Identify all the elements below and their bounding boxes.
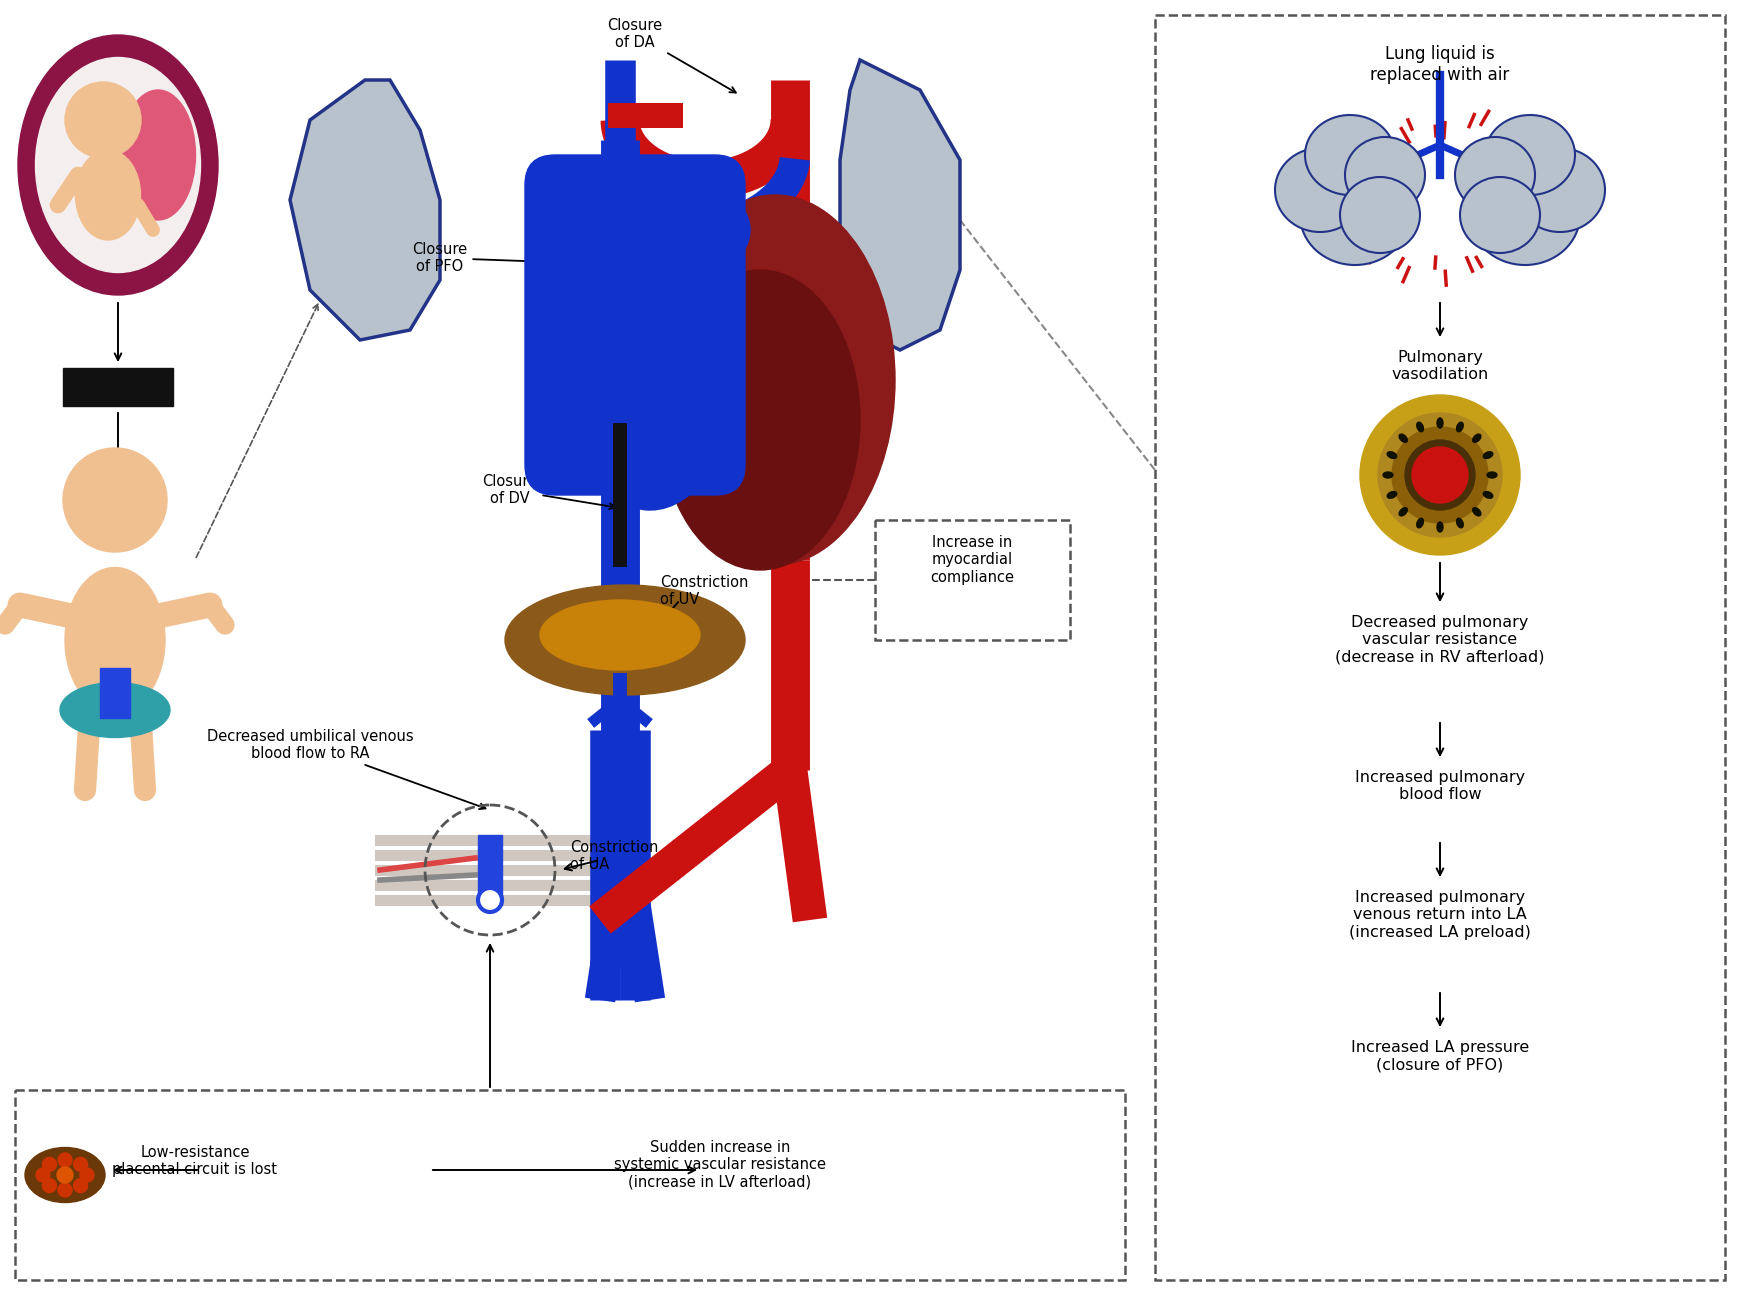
Ellipse shape [1515,148,1603,232]
Ellipse shape [1456,518,1462,527]
Ellipse shape [1459,178,1539,253]
Ellipse shape [1471,434,1480,442]
Ellipse shape [504,584,744,695]
Ellipse shape [1383,472,1393,478]
Ellipse shape [1416,422,1423,432]
Circle shape [1403,441,1475,511]
Circle shape [63,448,167,552]
Circle shape [73,1157,87,1172]
Circle shape [37,1168,50,1182]
Ellipse shape [539,600,699,670]
Ellipse shape [1436,522,1442,531]
Ellipse shape [1275,148,1363,232]
Ellipse shape [1386,452,1396,459]
Ellipse shape [1436,419,1442,428]
Circle shape [1377,413,1501,537]
Ellipse shape [1456,422,1462,432]
Text: Closure
of DV: Closure of DV [482,474,616,509]
Ellipse shape [17,35,217,295]
Ellipse shape [1398,508,1407,516]
Ellipse shape [75,150,141,240]
Ellipse shape [560,210,739,511]
Ellipse shape [1487,472,1496,478]
Ellipse shape [24,1147,104,1203]
Text: BIRTH: BIRTH [87,381,148,399]
Ellipse shape [64,568,165,713]
Circle shape [1410,447,1468,503]
Text: Closure
of DA: Closure of DA [607,18,736,92]
Bar [63,368,172,406]
Ellipse shape [1398,434,1407,442]
Ellipse shape [1469,165,1579,264]
Ellipse shape [59,683,170,737]
Ellipse shape [1299,165,1409,264]
Ellipse shape [1416,518,1423,527]
Ellipse shape [1483,115,1574,194]
Ellipse shape [1482,452,1492,459]
Circle shape [80,1168,94,1182]
Text: Low-resistance
placental circuit is lost: Low-resistance placental circuit is lost [113,1144,277,1177]
Text: Increase in
myocardial
compliance: Increase in myocardial compliance [929,535,1014,584]
Circle shape [57,1183,71,1198]
Bar [478,835,503,905]
Ellipse shape [1471,508,1480,516]
Circle shape [1360,395,1520,555]
Circle shape [42,1178,56,1192]
Bar [99,667,130,718]
Circle shape [1391,426,1487,524]
Polygon shape [290,80,440,340]
Ellipse shape [654,194,894,565]
Circle shape [73,1178,87,1192]
Circle shape [57,1153,71,1166]
Text: Constriction
of UA: Constriction of UA [570,840,657,872]
Ellipse shape [659,270,859,570]
Ellipse shape [1386,491,1396,498]
Polygon shape [840,60,960,350]
Text: Increased pulmonary
venous return into LA
(increased LA preload): Increased pulmonary venous return into L… [1348,890,1530,940]
Ellipse shape [1339,178,1419,253]
Ellipse shape [1304,115,1395,194]
Ellipse shape [1454,137,1534,213]
Text: Sudden increase in
systemic vascular resistance
(increase in LV afterload): Sudden increase in systemic vascular res… [614,1140,826,1190]
Bar [1155,16,1723,1280]
Circle shape [42,1157,56,1172]
Circle shape [57,1166,73,1183]
Ellipse shape [610,180,750,280]
FancyBboxPatch shape [525,156,744,495]
Text: Decreased pulmonary
vascular resistance
(decrease in RV afterload): Decreased pulmonary vascular resistance … [1334,616,1544,665]
Text: Lung liquid is
replaced with air: Lung liquid is replaced with air [1370,45,1509,84]
Text: Increased LA pressure
(closure of PFO): Increased LA pressure (closure of PFO) [1349,1039,1529,1072]
Circle shape [64,82,141,158]
Ellipse shape [35,57,200,272]
Ellipse shape [1344,137,1424,213]
Bar [16,1090,1125,1280]
Bar [875,520,1069,640]
Ellipse shape [1482,491,1492,498]
Text: Increased pulmonary
blood flow: Increased pulmonary blood flow [1355,770,1523,802]
Text: Decreased umbilical venous
blood flow to RA: Decreased umbilical venous blood flow to… [207,728,485,809]
Text: Constriction
of UV: Constriction of UV [659,575,748,608]
Circle shape [478,888,503,912]
Text: Pulmonary
vasodilation: Pulmonary vasodilation [1391,350,1489,382]
Text: Closure
of PFO: Closure of PFO [412,242,630,275]
Ellipse shape [120,89,195,220]
